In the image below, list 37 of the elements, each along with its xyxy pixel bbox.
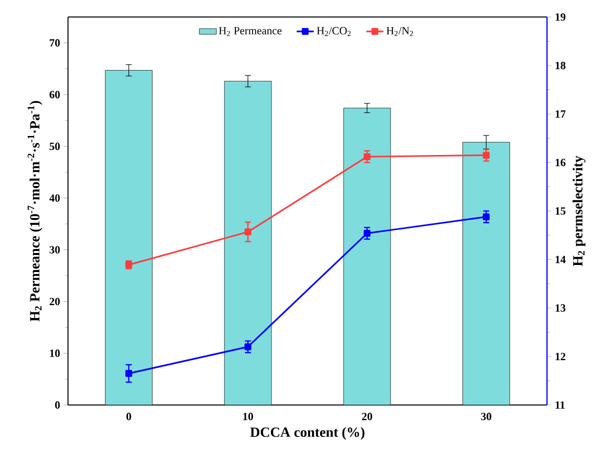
point [364, 153, 370, 160]
y-tick-label: 10 [50, 350, 60, 357]
y-tick-label: 0 [55, 401, 60, 409]
legend-label: H$_{2}$/N$_{2}$ [386, 27, 413, 36]
y2-tick-label: 19 [556, 13, 566, 21]
point [482, 152, 490, 159]
bar [105, 70, 152, 405]
point [244, 343, 252, 350]
y2-tick-label: 18 [556, 62, 566, 70]
y2-tick-label: 13 [556, 304, 566, 312]
y-tick-label: 40 [49, 194, 60, 202]
y2-axis-title: H$_{2}$ permselectivity [572, 156, 586, 266]
bar [343, 108, 391, 405]
x-tick-label: 0 [126, 412, 132, 420]
x-axis-title: DCCA content (%) [250, 427, 364, 440]
y2-tick-label: 17 [556, 110, 566, 118]
bar [462, 142, 510, 405]
y2-tick-label: 11 [556, 401, 565, 409]
x-tick-label: 20 [362, 412, 372, 420]
x-tick-label: 10 [243, 412, 254, 420]
y-tick-label: 60 [50, 90, 60, 98]
y-tick-label: 70 [50, 39, 60, 47]
point [364, 230, 370, 237]
y2-tick-label: 16 [556, 158, 566, 166]
y2-tick-label: 14 [556, 256, 566, 264]
legend-label: H$_{2}$ Permeance [218, 27, 282, 36]
bar [224, 80, 272, 405]
text: H$_{2}$ Permeance (10$^{-7}$·mol·m$^{-2}$·s$^{-1}$·Pa$^{-1}$) [28, 101, 42, 322]
y-tick-label: 50 [50, 142, 60, 150]
point [125, 370, 132, 377]
x-tick-label: 30 [481, 412, 492, 420]
y2-tick-label: 12 [556, 352, 566, 360]
point [244, 228, 252, 236]
y-tick-label: 20 [50, 298, 60, 306]
y2-tick-label: 15 [556, 207, 566, 215]
legend-label: H$_{2}$/CO$_{2}$ [316, 27, 351, 36]
y-tick-label: 30 [50, 246, 60, 254]
